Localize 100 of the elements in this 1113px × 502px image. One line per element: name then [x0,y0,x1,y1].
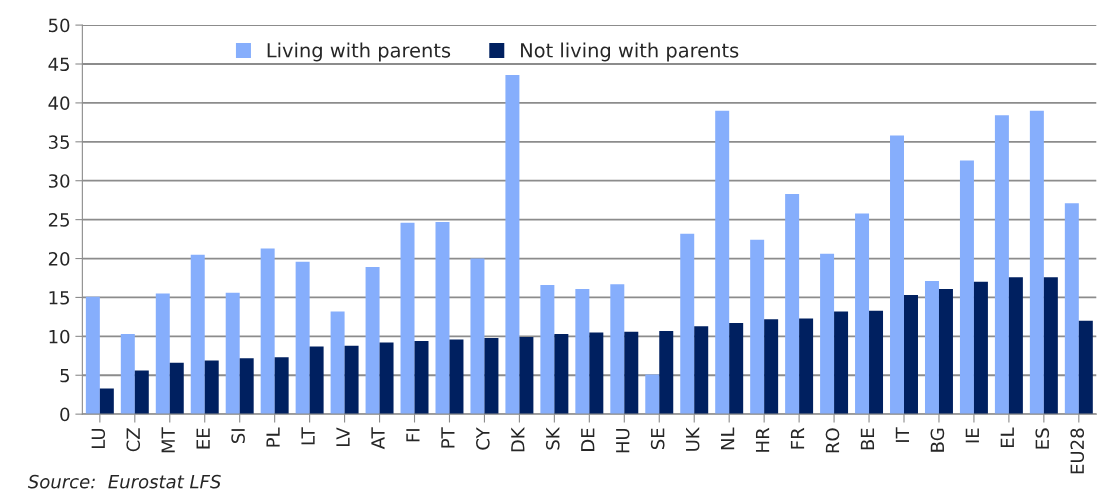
bar [435,221,450,415]
bar [1008,277,1023,415]
bar [484,337,499,415]
x-tick-label: FI [406,429,420,442]
bar [924,281,939,415]
y-tick-label: 35 [48,135,69,149]
y-tick-label: 30 [48,174,70,188]
bar [225,292,240,415]
bar [869,310,884,415]
y-tick-label: 50 [48,18,70,33]
x-tick-label: AT [371,427,385,450]
bar [1078,320,1093,415]
bar [729,323,744,415]
bar [785,193,800,415]
bar [624,331,639,415]
bar [834,311,849,415]
bar [519,337,534,415]
bar [190,254,205,415]
bar [659,330,674,415]
bar [715,110,730,415]
y-tick-label: 25 [48,213,69,227]
bar [575,288,590,415]
bar [330,311,345,415]
x-tick-label: EU28 [1070,428,1085,474]
x-tick-label: EL [1000,427,1014,448]
bar [645,374,660,415]
bar [344,345,359,415]
x-tick-label: HR [755,427,770,452]
x-tick-label: CZ [126,428,141,452]
bar [169,362,184,415]
bar [680,233,695,415]
y-tick-label: 10 [49,329,70,344]
x-tick-label: PT [441,427,455,448]
x-tick-label: IE [965,428,979,443]
x-tick-label: MT [161,427,175,453]
bar [799,318,814,415]
bar [1064,203,1079,415]
bar [134,370,149,415]
bar [694,326,709,415]
bar [379,342,394,415]
bar [274,357,289,415]
x-tick-label: LU [91,428,106,448]
bar [855,213,870,415]
x-tick-label: LT [301,427,315,445]
bar [85,296,100,415]
bar [994,115,1009,415]
bar [904,295,918,415]
bar [938,288,953,415]
bar [365,267,380,415]
legend-label: Not living with parents [521,42,739,62]
bar [400,222,415,415]
y-tick-label: 20 [48,251,70,266]
x-tick-label: LV [336,427,350,446]
bar [610,284,625,415]
bar [414,341,429,415]
y-tick-label: 40 [48,96,70,111]
x-tick-label: RO [825,428,840,453]
bar [470,258,485,415]
y-tick-label: 45 [48,57,69,72]
x-tick-label: UK [686,426,700,451]
bar [449,339,464,415]
x-tick-label: ES [1035,428,1050,449]
bar [239,358,254,415]
x-tick-label: SK [545,426,560,450]
x-tick-label: BE [860,428,875,450]
x-tick-label: SE [650,428,665,450]
bar [589,332,604,415]
bar [260,248,275,415]
bar [120,334,135,415]
x-tick-label: PL [266,427,280,447]
bar [505,74,520,415]
bar [295,261,310,415]
x-tick-label: DE [581,428,595,451]
bar [750,239,765,415]
bar [973,281,988,415]
bar [820,253,835,415]
source-note: Source: Eurostat LFS [27,474,221,489]
bar [959,160,974,415]
legend-label: Living with parents [267,42,451,62]
bar [155,293,170,415]
bar [1043,277,1058,415]
bar [540,284,555,415]
bar [890,135,905,415]
x-tick-label: IT [895,427,909,442]
y-tick-label: 5 [60,368,69,383]
bar [1029,110,1044,415]
bar [309,346,324,415]
y-tick-label: 0 [60,407,70,422]
x-tick-label: NL [721,427,735,450]
bar [554,334,569,415]
x-tick-label: EE [196,428,210,449]
x-tick-label: DK [511,426,525,452]
x-tick-label: SI [231,429,245,443]
y-tick-label: 15 [49,291,69,305]
x-tick-label: FR [790,427,805,449]
x-tick-label: HU [616,428,630,453]
bar [764,319,779,415]
bar [99,388,114,415]
bar [204,360,219,415]
x-tick-label: BG [930,428,945,452]
